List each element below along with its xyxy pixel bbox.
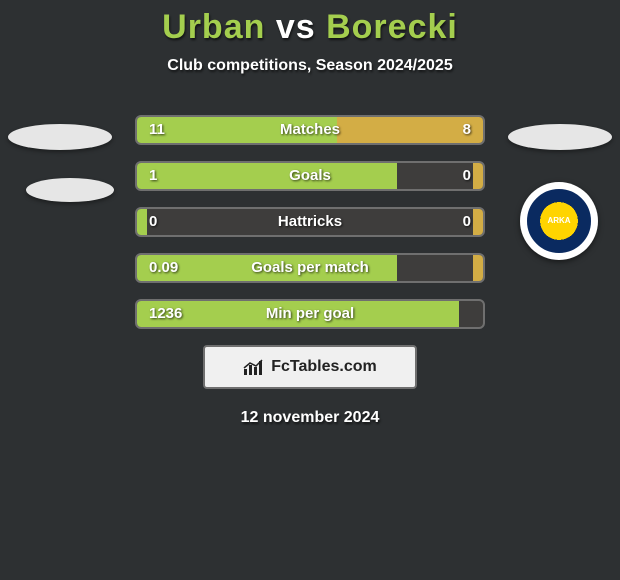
stat-row: 1236Min per goal [135,299,485,329]
club-badge-inner: ARKA [527,189,591,253]
player2-name: Borecki [326,8,458,46]
stat-label: Goals [137,163,483,189]
stat-row: 00Hattricks [135,207,485,237]
date-text: 12 november 2024 [0,409,620,427]
player1-avatar-placeholder-2 [26,178,114,202]
player1-avatar-placeholder-1 [8,124,112,150]
stat-rows: 118Matches 10Goals 00Hattricks 0.09Goals pe… [135,115,485,329]
badge-text: ARKA [547,217,570,225]
subtitle: Club competitions, Season 2024/2025 [0,57,620,75]
footer-brand-box: FcTables.com [203,345,417,389]
player2-avatar-placeholder-1 [508,124,612,150]
stat-row: 118Matches [135,115,485,145]
comparison-infographic: Urban vs Borecki Club competitions, Seas… [0,0,620,427]
title: Urban vs Borecki [0,0,620,51]
chart-icon [243,358,265,376]
vs-text: vs [276,8,316,46]
stat-row: 10Goals [135,161,485,191]
player1-name: Urban [162,8,265,46]
stat-label: Goals per match [137,255,483,281]
stat-row: 0.09Goals per match [135,253,485,283]
footer-brand-text: FcTables.com [271,358,377,376]
club-badge: ARKA [520,182,598,260]
stat-label: Min per goal [137,301,483,327]
stat-label: Hattricks [137,209,483,235]
stat-label: Matches [137,117,483,143]
